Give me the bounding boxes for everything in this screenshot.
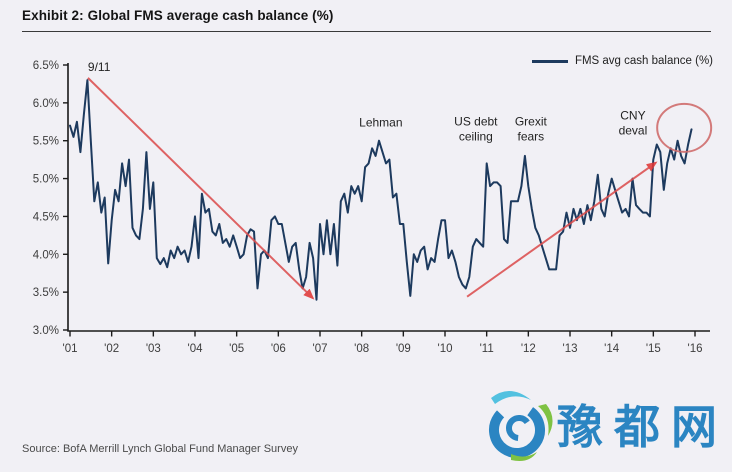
y-tick-label: 6.5% — [33, 60, 59, 72]
annotation-grexit-fears: Grexit fears — [515, 115, 548, 144]
x-tick-label: '14 — [604, 343, 620, 355]
source-note: Source: BofA Merrill Lynch Global Fund M… — [22, 443, 298, 455]
watermark: 豫都网 — [481, 390, 728, 464]
legend-line-swatch — [531, 59, 568, 63]
annotation-us-debt-ceiling: US debt ceiling — [454, 115, 498, 144]
watermark-swirl-icon — [489, 390, 553, 461]
x-tick-label: '01 — [63, 343, 78, 355]
x-tick-label: '06 — [271, 343, 286, 355]
x-tick-label: '09 — [396, 343, 411, 355]
x-tick-label: '05 — [229, 343, 244, 355]
cash-balance-line — [69, 79, 693, 301]
x-tick-label: '15 — [646, 343, 661, 355]
uptrend-arrow — [466, 161, 658, 298]
x-tick-label: '11 — [480, 343, 494, 355]
x-tick-label: '07 — [313, 343, 328, 355]
annotation-lehman: Lehman — [359, 115, 402, 129]
legend-label: FMS avg cash balance (%) — [574, 55, 713, 67]
x-tick-label: '16 — [688, 343, 703, 355]
x-tick-label: '10 — [438, 343, 453, 355]
title-divider — [22, 31, 711, 32]
x-tick-label: '04 — [188, 343, 204, 355]
y-tick-label: 4.5% — [33, 211, 59, 223]
watermark-text: 豫都网 — [557, 400, 728, 454]
y-tick-label: 5.0% — [33, 174, 59, 186]
y-tick-label: 3.0% — [33, 325, 59, 337]
x-tick-label: '08 — [354, 343, 369, 355]
x-tick-label: '02 — [104, 343, 119, 355]
legend: FMS avg cash balance (%) — [531, 53, 713, 69]
y-tick-label: 3.5% — [33, 287, 59, 299]
x-tick-label: '13 — [563, 343, 578, 355]
y-tick-label: 5.5% — [33, 136, 59, 148]
annotation-9-11: 9/11 — [88, 60, 111, 74]
x-tick-label: '03 — [146, 343, 161, 355]
y-tick-label: 6.0% — [33, 98, 59, 110]
x-tick-label: '12 — [521, 343, 536, 355]
axes — [67, 63, 710, 332]
chart-title: Exhibit 2: Global FMS average cash balan… — [22, 8, 334, 23]
highlight-circle — [656, 102, 713, 153]
y-tick-label: 4.0% — [33, 249, 59, 261]
downtrend-arrow — [87, 77, 315, 300]
annotation-cny-deval: CNY deval — [619, 109, 648, 138]
